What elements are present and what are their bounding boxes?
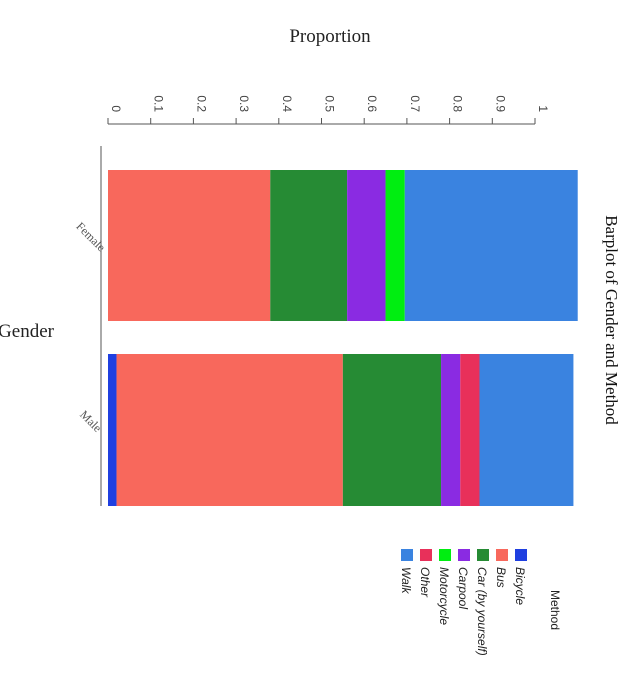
legend-swatch — [439, 549, 451, 561]
y-axis: 0 0.1 0.2 0.3 0.4 0.5 0.6 0.7 0.8 0.9 1 — [108, 95, 550, 124]
y-tick-label: 0.3 — [237, 95, 251, 112]
bar-segment — [405, 170, 578, 321]
bar-segment — [386, 170, 405, 321]
legend-label: Carpool — [456, 567, 470, 609]
legend-swatch — [458, 549, 470, 561]
x-axis: Female Male — [73, 146, 108, 506]
y-tick-label: 0.9 — [493, 95, 507, 112]
x-tick-label: Female — [73, 219, 108, 254]
x-axis-label: Gender — [0, 321, 55, 342]
legend-label: Car (by yourself) — [475, 567, 489, 656]
x-tick-label: Male — [77, 408, 104, 435]
bar-segment — [479, 354, 573, 506]
bar-segment — [108, 170, 270, 321]
legend-label: Motorcycle — [437, 567, 451, 625]
legend-swatch — [477, 549, 489, 561]
bar-segment — [270, 170, 347, 321]
legend-label: Other — [418, 567, 432, 598]
legend-title: Method — [548, 590, 562, 630]
legend: Method Bicycle Bus Car (by yourself) Carpool… — [399, 549, 562, 656]
legend-label: Bus — [494, 567, 508, 588]
chart-title: Barplot of Gender and Method — [602, 215, 621, 425]
y-axis-label: Proportion — [289, 26, 371, 47]
legend-swatch — [420, 549, 432, 561]
bar-segment — [108, 354, 117, 506]
legend-label: Walk — [399, 567, 413, 594]
bar-segment — [441, 354, 460, 506]
bar-segment — [343, 354, 441, 506]
y-tick-label: 0.4 — [280, 95, 294, 112]
legend-label: Bicycle — [513, 567, 527, 605]
y-tick-label: 1 — [536, 105, 550, 112]
bar-segment — [460, 354, 479, 506]
y-tick-label: 0.7 — [408, 95, 422, 112]
plot-area — [108, 170, 578, 506]
y-tick-label: 0.2 — [194, 95, 208, 112]
y-tick-label: 0.1 — [152, 95, 166, 112]
y-tick-label: 0.8 — [451, 95, 465, 112]
y-tick-label: 0.5 — [323, 95, 337, 112]
legend-swatch — [496, 549, 508, 561]
legend-swatch — [515, 549, 527, 561]
y-tick-label: 0.6 — [365, 95, 379, 112]
y-tick-label: 0 — [109, 105, 123, 112]
bar-segment — [117, 354, 343, 506]
bar-segment — [347, 170, 385, 321]
legend-swatch — [401, 549, 413, 561]
